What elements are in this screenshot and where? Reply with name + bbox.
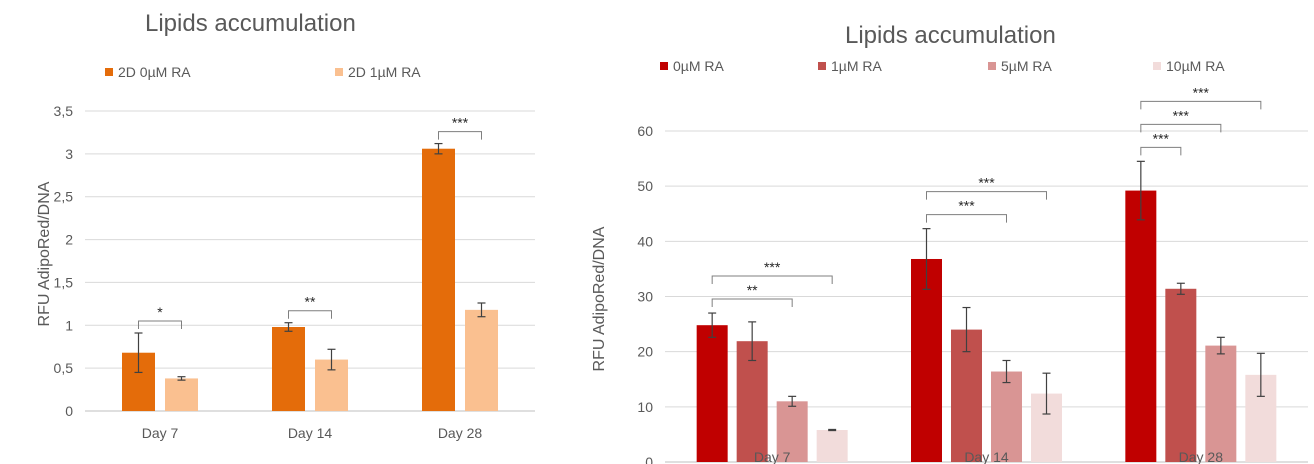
significance-bracket xyxy=(1140,146,1182,156)
bar xyxy=(1165,288,1197,462)
x-tick-label: Day 14 xyxy=(288,425,333,441)
chart-title: Lipids accumulation xyxy=(845,22,1056,49)
y-tick-label: 30 xyxy=(637,289,653,305)
legend-swatch xyxy=(335,68,343,76)
significance-label: *** xyxy=(452,115,469,131)
significance-label: *** xyxy=(1153,130,1170,146)
legend-swatch xyxy=(1153,62,1161,70)
y-tick-label: 3,5 xyxy=(54,103,74,119)
significance-label: *** xyxy=(978,175,995,191)
significance-bracket xyxy=(711,298,793,308)
chart-lipids-2d: Lipids accumulation 2D 0µM RA 2D 1µM RA … xyxy=(0,0,560,464)
legend-label: 2D 1µM RA xyxy=(348,64,421,80)
x-tick-label: Day 14 xyxy=(964,449,1009,464)
significance-bracket xyxy=(926,214,1007,223)
bar xyxy=(1125,190,1157,462)
legend-swatch xyxy=(660,62,668,70)
significance-bracket xyxy=(926,191,1047,200)
y-tick-label: 1 xyxy=(65,317,73,333)
y-tick-label: 3 xyxy=(65,146,73,162)
significance-label: ** xyxy=(747,282,758,298)
legend-label: 1µM RA xyxy=(831,58,882,74)
legend-item: 0µM RA xyxy=(660,58,818,74)
legend-label: 2D 0µM RA xyxy=(118,64,191,80)
chart-title: Lipids accumulation xyxy=(145,10,356,37)
significance-label: *** xyxy=(958,198,975,214)
y-tick-label: 10 xyxy=(637,399,653,415)
bar xyxy=(272,327,305,411)
y-tick-label: 1,5 xyxy=(54,274,74,290)
y-tick-label: 0 xyxy=(65,403,73,419)
bar xyxy=(776,401,808,462)
significance-label: ** xyxy=(305,294,316,310)
bar xyxy=(165,378,198,411)
chart-legend: 2D 0µM RA 2D 1µM RA xyxy=(105,64,421,80)
bar xyxy=(696,325,728,462)
significance-bracket xyxy=(138,320,182,329)
significance-bracket xyxy=(438,131,482,140)
chart-lipids-ra: Lipids accumulation 0µM RA 1µM RA 5µM RA… xyxy=(570,0,1314,464)
bar xyxy=(422,148,455,411)
bar xyxy=(816,430,848,462)
significance-label: *** xyxy=(1193,84,1210,100)
legend-item: 2D 0µM RA xyxy=(105,64,335,80)
legend-swatch xyxy=(818,62,826,70)
legend-item: 5µM RA xyxy=(988,58,1153,74)
significance-bracket xyxy=(1140,100,1262,110)
y-tick-label: 50 xyxy=(637,178,653,194)
bar xyxy=(911,258,942,462)
y-tick-label: 40 xyxy=(637,233,653,249)
x-tick-label: Day 28 xyxy=(1179,449,1224,464)
bar xyxy=(465,309,498,411)
y-tick-label: 2 xyxy=(65,232,73,248)
bar xyxy=(991,371,1022,462)
legend-item: 1µM RA xyxy=(818,58,988,74)
x-tick-label: Day 28 xyxy=(438,425,483,441)
legend-swatch xyxy=(105,68,113,76)
chart-legend: 0µM RA 1µM RA 5µM RA 10µM RA xyxy=(660,58,1225,74)
y-tick-label: 20 xyxy=(637,344,653,360)
significance-label: *** xyxy=(1173,107,1190,123)
x-tick-label: Day 7 xyxy=(142,425,179,441)
y-tick-label: 2,5 xyxy=(54,189,74,205)
y-tick-label: 60 xyxy=(637,123,653,139)
y-tick-label: 0,5 xyxy=(54,360,74,376)
significance-bracket xyxy=(711,275,833,285)
significance-bracket xyxy=(1140,123,1222,133)
legend-label: 10µM RA xyxy=(1166,58,1225,74)
y-tick-label: 0 xyxy=(645,454,653,464)
legend-swatch xyxy=(988,62,996,70)
bar xyxy=(1205,345,1237,462)
legend-label: 5µM RA xyxy=(1001,58,1052,74)
significance-label: * xyxy=(157,304,163,320)
legend-item: 2D 1µM RA xyxy=(335,64,421,80)
legend-label: 0µM RA xyxy=(673,58,724,74)
significance-bracket xyxy=(288,310,332,319)
x-tick-label: Day 7 xyxy=(754,449,791,464)
legend-item: 10µM RA xyxy=(1153,58,1225,74)
bar xyxy=(736,341,768,462)
significance-label: *** xyxy=(764,259,781,275)
